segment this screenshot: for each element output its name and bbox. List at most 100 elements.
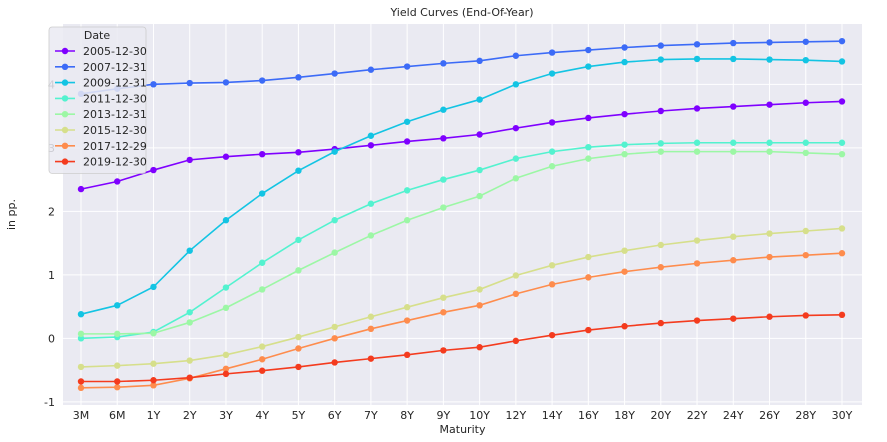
data-point xyxy=(838,150,846,158)
data-point xyxy=(331,335,338,342)
data-point xyxy=(367,313,375,320)
data-point xyxy=(512,175,520,182)
data-point xyxy=(838,37,846,45)
data-point xyxy=(802,38,809,45)
data-point xyxy=(403,217,411,224)
data-point xyxy=(802,56,809,64)
data-point xyxy=(512,337,520,345)
data-point xyxy=(367,355,375,362)
x-tick-label: 1Y xyxy=(147,409,161,422)
data-point xyxy=(693,260,701,267)
data-point xyxy=(730,148,737,155)
series-2009-12-31 xyxy=(77,55,846,318)
legend-swatch-marker xyxy=(61,47,69,55)
data-point xyxy=(367,132,375,139)
data-point xyxy=(186,374,193,381)
legend-swatch-marker xyxy=(61,126,69,134)
data-point xyxy=(476,286,483,293)
data-point xyxy=(403,118,411,125)
y-tick-label: 0 xyxy=(48,332,55,345)
data-point xyxy=(222,370,230,378)
data-point xyxy=(512,52,520,59)
data-point xyxy=(403,351,411,359)
data-point xyxy=(150,166,157,174)
x-tick-label: 22Y xyxy=(687,409,708,422)
x-tick-label: 24Y xyxy=(723,409,744,422)
series-2019-12-30 xyxy=(77,311,846,385)
data-point xyxy=(585,46,592,54)
data-point xyxy=(77,378,85,385)
x-tick-label: 12Y xyxy=(505,409,526,422)
x-tick-label: 3Y xyxy=(219,409,233,422)
data-point xyxy=(621,323,628,330)
data-point xyxy=(403,304,411,311)
data-point xyxy=(186,357,193,364)
data-point xyxy=(258,367,266,374)
x-tick-label: 16Y xyxy=(578,409,599,422)
data-point xyxy=(258,190,266,197)
data-point xyxy=(150,377,157,384)
data-point xyxy=(766,139,773,146)
data-point xyxy=(657,264,665,271)
data-point xyxy=(114,362,121,369)
x-tick-label: 6Y xyxy=(328,409,342,422)
data-point xyxy=(331,217,338,224)
x-tick-label: 14Y xyxy=(542,409,563,422)
data-point xyxy=(77,363,85,371)
data-point xyxy=(730,55,737,63)
data-point xyxy=(440,347,447,354)
y-tick-label: -1 xyxy=(44,396,55,409)
data-point xyxy=(621,247,628,254)
data-point xyxy=(693,317,701,324)
plot-area xyxy=(63,24,862,405)
data-point xyxy=(766,39,773,46)
legend-item: 2011-12-30 xyxy=(55,92,147,105)
data-point xyxy=(295,236,302,244)
data-point xyxy=(150,81,157,88)
data-point xyxy=(621,268,628,275)
data-point xyxy=(730,103,737,110)
legend-box xyxy=(48,26,147,174)
data-point xyxy=(403,138,411,145)
series-line xyxy=(81,314,843,383)
data-point xyxy=(657,241,665,249)
data-point xyxy=(476,166,483,174)
legend-label: 2009-12-31 xyxy=(83,77,147,90)
data-point xyxy=(548,49,556,56)
series-line xyxy=(80,40,843,95)
series-line xyxy=(81,150,843,335)
data-point xyxy=(476,57,483,65)
data-point xyxy=(548,119,556,126)
data-point xyxy=(548,148,556,155)
data-point xyxy=(150,360,157,367)
legend-swatch-marker xyxy=(61,95,69,102)
legend-item: 2007-12-31 xyxy=(55,61,147,74)
data-point xyxy=(403,317,411,324)
y-tick-label: 2 xyxy=(48,205,55,218)
data-point xyxy=(838,225,846,232)
data-point xyxy=(258,286,266,293)
data-point xyxy=(222,284,230,291)
series-2005-12-30 xyxy=(77,98,846,193)
data-point xyxy=(150,283,157,291)
data-point xyxy=(222,79,230,86)
data-point xyxy=(403,63,411,70)
data-point xyxy=(802,251,809,259)
legend-item: 2019-12-30 xyxy=(55,156,147,169)
series-line xyxy=(80,58,843,315)
chart-title: Yield Curves (End-Of-Year) xyxy=(389,6,533,19)
x-tick-label: 18Y xyxy=(614,409,635,422)
x-tick-label: 20Y xyxy=(650,409,671,422)
data-point xyxy=(657,56,665,63)
data-point xyxy=(222,351,230,359)
data-point xyxy=(367,232,375,239)
data-point xyxy=(838,311,846,319)
data-point xyxy=(367,325,375,332)
data-point xyxy=(114,302,121,309)
data-point xyxy=(657,107,665,115)
legend-label: 2015-12-30 xyxy=(83,124,147,137)
data-point xyxy=(476,96,483,103)
data-point xyxy=(512,81,520,88)
data-point xyxy=(802,149,809,157)
series-lines xyxy=(77,37,846,392)
